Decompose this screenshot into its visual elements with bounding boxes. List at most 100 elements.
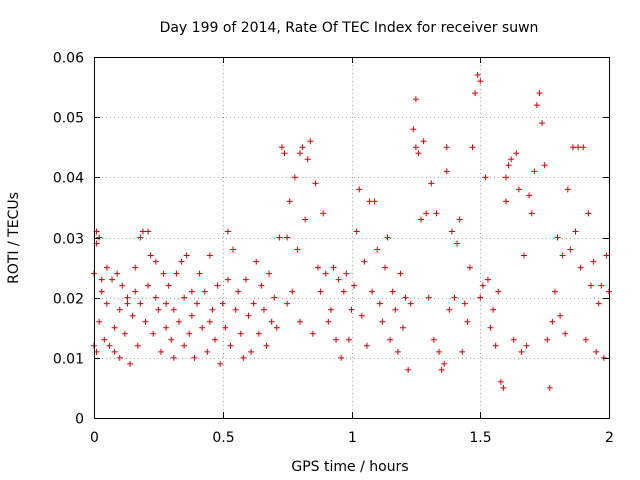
data-point <box>410 126 417 133</box>
data-point <box>562 330 569 337</box>
data-point <box>96 318 103 325</box>
data-point <box>521 252 528 259</box>
data-point <box>317 288 324 295</box>
data-point <box>593 348 600 355</box>
data-point <box>139 228 146 235</box>
data-point <box>461 300 468 307</box>
data-point <box>289 288 296 295</box>
data-point <box>415 150 422 157</box>
data-point <box>436 348 443 355</box>
data-point <box>250 300 257 307</box>
chart-title: Day 199 of 2014, Rate Of TEC Index for r… <box>160 20 539 36</box>
x-tick-label: 2 <box>605 430 614 446</box>
data-point <box>170 306 177 313</box>
data-point <box>103 264 110 271</box>
data-point <box>101 336 108 343</box>
data-point <box>114 270 121 277</box>
data-point <box>389 288 396 295</box>
y-tick-label: 0.05 <box>53 111 84 127</box>
data-point <box>366 198 373 205</box>
data-point <box>307 138 314 145</box>
data-point <box>600 354 607 361</box>
data-point <box>466 264 473 271</box>
data-point <box>145 282 152 289</box>
data-point <box>454 240 461 247</box>
data-point <box>132 264 139 271</box>
data-point <box>474 72 481 79</box>
data-point <box>492 342 499 349</box>
data-point <box>271 294 278 301</box>
data-point <box>191 354 198 361</box>
data-point <box>472 90 479 97</box>
data-point <box>263 342 270 349</box>
data-point <box>438 366 445 373</box>
data-point <box>98 276 105 283</box>
data-point <box>423 210 430 217</box>
data-point <box>400 324 406 331</box>
data-point <box>168 336 175 343</box>
data-point <box>150 330 157 337</box>
data-point <box>315 264 322 271</box>
data-point <box>587 282 594 289</box>
data-point <box>505 162 512 169</box>
grid-lines <box>94 57 609 418</box>
data-point <box>544 336 551 343</box>
data-point <box>201 288 208 295</box>
data-point <box>448 228 455 235</box>
data-point <box>397 270 404 277</box>
data-point <box>575 144 582 151</box>
data-point <box>508 156 515 163</box>
data-point <box>379 318 386 325</box>
data-point <box>253 258 260 265</box>
data-point <box>335 276 342 283</box>
data-point <box>523 342 530 349</box>
data-point <box>111 324 118 331</box>
data-point <box>273 324 280 331</box>
data-point <box>152 294 159 301</box>
x-tick-label: 1 <box>348 430 357 446</box>
data-point <box>178 258 185 265</box>
data-point <box>330 264 337 271</box>
data-point <box>549 318 556 325</box>
data-point <box>209 306 216 313</box>
data-point <box>268 318 275 325</box>
data-point <box>557 312 564 319</box>
data-point <box>222 324 229 331</box>
data-point <box>248 348 255 355</box>
data-point <box>199 324 206 331</box>
data-point <box>356 186 363 193</box>
data-point <box>196 270 203 277</box>
data-point <box>531 168 538 175</box>
data-points <box>91 72 612 391</box>
data-point <box>188 288 195 295</box>
data-point <box>418 216 425 223</box>
data-point <box>333 336 340 343</box>
data-point <box>230 246 237 253</box>
data-point <box>551 288 558 295</box>
data-point <box>482 174 489 181</box>
data-point <box>152 258 159 265</box>
data-point <box>369 288 376 295</box>
data-point <box>297 318 303 325</box>
data-point <box>590 258 597 265</box>
data-point <box>258 282 265 289</box>
data-point <box>145 228 152 235</box>
data-point <box>227 342 234 349</box>
data-point <box>490 306 497 313</box>
y-tick-label: 0.04 <box>53 171 84 187</box>
data-point <box>155 306 162 313</box>
data-point <box>266 270 273 277</box>
data-point <box>245 312 252 319</box>
data-point <box>580 144 587 151</box>
data-point <box>183 252 190 259</box>
data-point <box>297 150 303 157</box>
data-point <box>546 384 553 391</box>
data-point <box>160 270 167 277</box>
data-point <box>585 210 592 217</box>
data-point <box>477 294 484 301</box>
data-point <box>281 150 288 157</box>
data-point <box>116 354 123 361</box>
data-point <box>371 198 378 205</box>
data-point <box>425 294 432 301</box>
